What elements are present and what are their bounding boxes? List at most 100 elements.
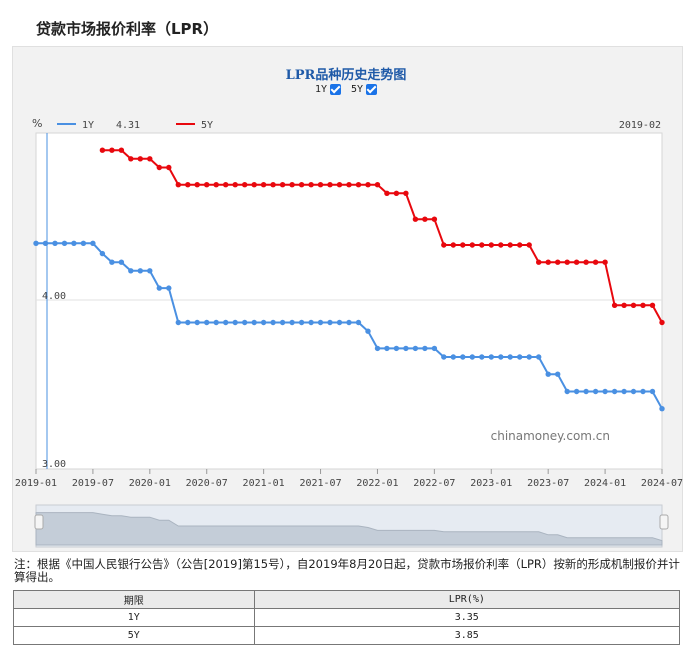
data-point-1y[interactable] [365,328,371,334]
data-point-1y[interactable] [223,319,229,326]
data-point-5y[interactable] [640,302,646,308]
data-point-5y[interactable] [564,259,570,265]
data-point-5y[interactable] [659,319,665,326]
data-point-1y[interactable] [649,388,656,395]
data-point-5y[interactable] [355,182,362,188]
data-point-5y[interactable] [118,147,125,153]
data-point-5y[interactable] [479,242,485,248]
data-point-5y[interactable] [555,259,561,265]
data-point-5y[interactable] [517,242,523,248]
data-point-1y[interactable] [327,319,333,326]
data-point-1y[interactable] [99,250,106,257]
data-point-5y[interactable] [498,242,504,248]
data-point-5y[interactable] [232,182,238,188]
data-point-5y[interactable] [213,182,219,188]
data-point-1y[interactable] [460,354,466,360]
data-point-1y[interactable] [346,319,352,326]
data-point-1y[interactable] [194,319,200,326]
data-point-1y[interactable] [393,345,400,352]
data-point-5y[interactable] [602,259,608,265]
data-point-1y[interactable] [71,240,77,246]
data-point-5y[interactable] [630,302,637,308]
data-point-1y[interactable] [611,388,618,395]
data-point-1y[interactable] [621,388,627,395]
data-point-5y[interactable] [270,182,276,188]
data-point-5y[interactable] [308,182,314,188]
data-point-1y[interactable] [431,345,438,352]
data-point-5y[interactable] [374,182,381,188]
data-point-5y[interactable] [536,259,542,265]
data-point-1y[interactable] [232,319,238,326]
data-point-1y[interactable] [602,388,608,395]
data-point-1y[interactable] [118,259,125,265]
data-point-5y[interactable] [441,242,447,248]
data-point-1y[interactable] [213,319,219,326]
data-point-5y[interactable] [422,216,428,222]
data-point-5y[interactable] [289,182,295,188]
data-point-5y[interactable] [469,242,475,248]
data-point-5y[interactable] [488,242,494,248]
data-point-1y[interactable] [128,268,134,274]
data-point-5y[interactable] [223,182,229,188]
data-point-1y[interactable] [251,319,257,326]
data-point-1y[interactable] [545,371,551,377]
data-point-1y[interactable] [422,345,428,352]
data-point-1y[interactable] [384,345,390,352]
data-point-5y[interactable] [346,182,352,188]
legend-5y-label[interactable]: 5Y [201,120,213,131]
data-point-1y[interactable] [185,319,191,326]
data-point-5y[interactable] [384,190,390,196]
data-point-1y[interactable] [270,319,276,326]
data-point-5y[interactable] [137,156,143,162]
data-point-5y[interactable] [393,190,400,196]
data-point-5y[interactable] [460,242,466,248]
data-point-5y[interactable] [99,147,106,153]
data-point-5y[interactable] [185,182,191,188]
data-point-1y[interactable] [52,240,58,246]
data-point-5y[interactable] [583,259,589,265]
data-point-5y[interactable] [298,182,305,188]
navigator-left-handle[interactable] [34,514,44,530]
data-point-1y[interactable] [573,388,580,395]
data-point-5y[interactable] [649,302,656,308]
data-point-1y[interactable] [61,240,68,246]
data-point-5y[interactable] [147,156,153,162]
data-point-1y[interactable] [517,354,523,360]
data-point-5y[interactable] [592,259,599,265]
data-point-1y[interactable] [403,345,409,352]
data-point-1y[interactable] [479,354,485,360]
data-point-1y[interactable] [298,319,305,326]
data-point-5y[interactable] [128,156,134,162]
data-point-5y[interactable] [507,242,513,248]
data-point-5y[interactable] [403,190,409,196]
data-point-1y[interactable] [555,371,561,377]
data-point-5y[interactable] [109,147,115,153]
data-point-5y[interactable] [336,182,343,188]
data-point-1y[interactable] [583,388,589,395]
data-point-5y[interactable] [365,182,371,188]
data-point-5y[interactable] [204,182,210,188]
data-point-5y[interactable] [251,182,257,188]
data-point-1y[interactable] [137,268,143,274]
data-point-5y[interactable] [175,182,181,188]
checkbox-5y[interactable] [366,84,378,95]
data-point-5y[interactable] [166,164,172,171]
data-point-1y[interactable] [242,319,248,326]
data-point-1y[interactable] [412,345,419,352]
data-point-1y[interactable] [166,285,172,291]
data-point-1y[interactable] [336,319,343,326]
data-point-1y[interactable] [355,319,362,326]
data-point-1y[interactable] [450,354,456,360]
data-point-5y[interactable] [327,182,333,188]
data-point-1y[interactable] [42,240,49,246]
data-point-1y[interactable] [488,354,494,360]
data-point-1y[interactable] [441,354,447,360]
data-point-5y[interactable] [611,302,618,308]
data-point-1y[interactable] [260,319,267,326]
data-point-1y[interactable] [204,319,210,326]
data-point-5y[interactable] [156,164,162,171]
data-point-1y[interactable] [90,240,96,246]
data-point-1y[interactable] [659,406,665,412]
data-point-1y[interactable] [526,354,532,360]
data-point-5y[interactable] [194,182,200,188]
